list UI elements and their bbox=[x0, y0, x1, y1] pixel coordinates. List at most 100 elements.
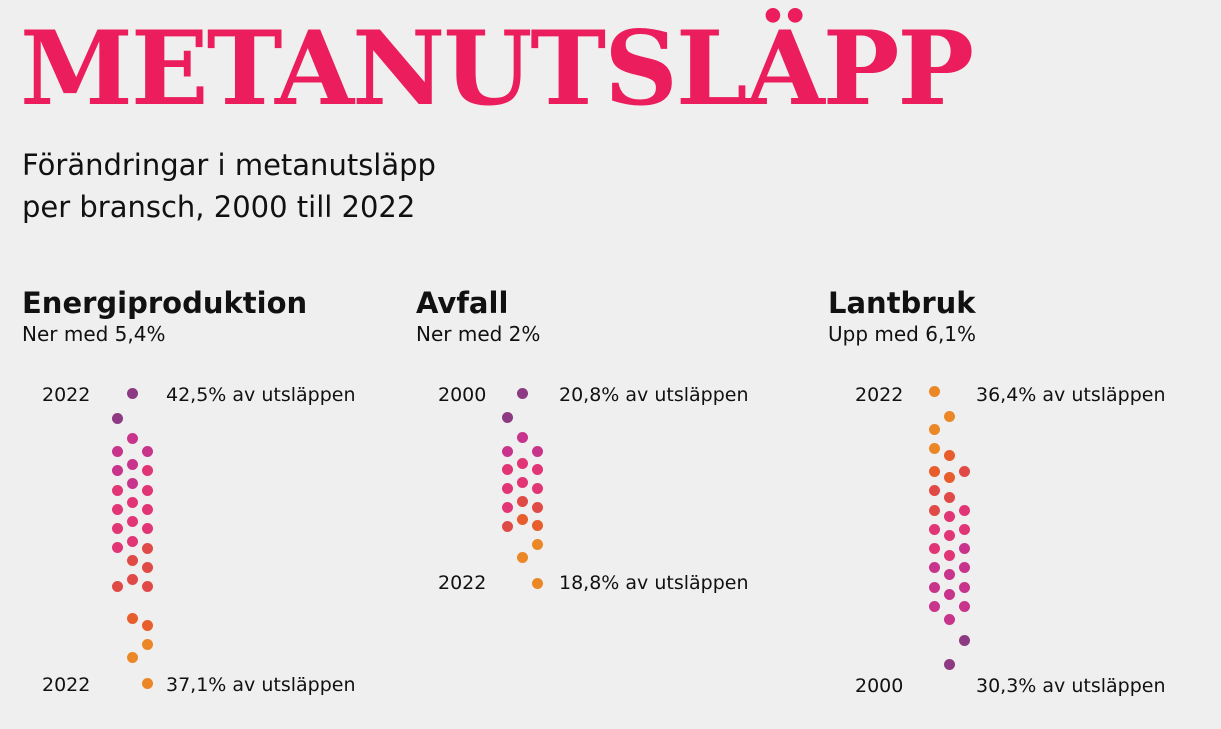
stream-dot bbox=[126, 515, 138, 527]
stream-dot bbox=[516, 513, 528, 525]
stream-dot bbox=[111, 580, 123, 592]
stream-dot bbox=[928, 423, 940, 435]
year-label-bottom: 2000 bbox=[855, 675, 904, 697]
year-label-top: 2000 bbox=[438, 384, 487, 406]
stream-dot bbox=[141, 619, 153, 631]
stream-dot bbox=[531, 538, 543, 550]
page-title: METANUTSLÄPP bbox=[20, 9, 974, 129]
stream-dot bbox=[958, 634, 970, 646]
stream-dot bbox=[928, 465, 940, 477]
stream-dot bbox=[126, 612, 138, 624]
stream-dot bbox=[531, 577, 543, 589]
stream-dot bbox=[111, 445, 123, 457]
stream-dot bbox=[928, 542, 940, 554]
stream-dot bbox=[141, 542, 153, 554]
stream-dot bbox=[531, 519, 543, 531]
stream-dot bbox=[928, 581, 940, 593]
stream-dot bbox=[111, 503, 123, 515]
stream-dot bbox=[531, 463, 543, 475]
panel-change: Upp med 6,1% bbox=[828, 322, 977, 346]
year-label-top: 2022 bbox=[855, 384, 904, 406]
stream-dot bbox=[928, 523, 940, 535]
stream-dot bbox=[516, 387, 528, 399]
stream-dot bbox=[958, 561, 970, 573]
share-label-bottom: 30,3% av utsläppen bbox=[976, 675, 1166, 697]
share-label-bottom: 18,8% av utsläppen bbox=[559, 572, 749, 594]
stream-dot bbox=[141, 445, 153, 457]
stream-dot bbox=[501, 411, 513, 423]
stream-dot bbox=[141, 561, 153, 573]
stream-dot bbox=[111, 464, 123, 476]
stream-dot bbox=[928, 504, 940, 516]
stream-dot bbox=[531, 445, 543, 457]
stream-dot bbox=[126, 387, 138, 399]
year-label-bottom: 2022 bbox=[438, 572, 487, 594]
stream-dot bbox=[141, 464, 153, 476]
stream-dot bbox=[141, 522, 153, 534]
stream-dot bbox=[928, 442, 940, 454]
stream-dot bbox=[501, 463, 513, 475]
year-label-top: 2022 bbox=[42, 384, 91, 406]
stream-dot bbox=[516, 431, 528, 443]
panel-change: Ner med 5,4% bbox=[22, 322, 166, 346]
stream-dot bbox=[126, 554, 138, 566]
stream-dot bbox=[928, 561, 940, 573]
stream-dot bbox=[141, 677, 153, 689]
panel-change: Ner med 2% bbox=[416, 322, 541, 346]
stream-dot bbox=[928, 600, 940, 612]
stream-dot bbox=[943, 613, 955, 625]
stream-dot bbox=[126, 496, 138, 508]
stream-dot bbox=[501, 520, 513, 532]
stream-dot bbox=[111, 412, 123, 424]
stream-dot bbox=[141, 638, 153, 650]
stream-dot bbox=[516, 495, 528, 507]
stream-dot bbox=[516, 551, 528, 563]
panel-title: Lantbruk bbox=[828, 286, 976, 320]
stream-dot bbox=[928, 385, 940, 397]
stream-dot bbox=[943, 410, 955, 422]
stream-dot bbox=[943, 658, 955, 670]
stream-dot bbox=[126, 573, 138, 585]
stream-dot bbox=[531, 482, 543, 494]
page-subtitle: Förändringar i metanutsläpp per bransch,… bbox=[22, 144, 642, 228]
stream-dot bbox=[126, 651, 138, 663]
stream-dot bbox=[501, 501, 513, 513]
stream-dot bbox=[501, 445, 513, 457]
stream-dot bbox=[516, 476, 528, 488]
panel-energiproduktion: Energiproduktion Ner med 5,4% bbox=[22, 282, 307, 346]
stream-dot bbox=[126, 432, 138, 444]
stream-dot bbox=[141, 503, 153, 515]
share-label-top: 42,5% av utsläppen bbox=[166, 384, 356, 406]
stream-dot bbox=[943, 529, 955, 541]
subtitle-line-2: per bransch, 2000 till 2022 bbox=[22, 190, 416, 224]
stream-dot bbox=[958, 581, 970, 593]
stream-dot bbox=[111, 522, 123, 534]
stream-dot bbox=[943, 510, 955, 522]
panel-title: Energiproduktion bbox=[22, 286, 308, 320]
stream-dot bbox=[126, 477, 138, 489]
stream-dot bbox=[111, 484, 123, 496]
stream-dot bbox=[531, 501, 543, 513]
stream-dot bbox=[943, 471, 955, 483]
share-label-bottom: 37,1% av utsläppen bbox=[166, 674, 356, 696]
stream-dot bbox=[943, 549, 955, 561]
stream-dot bbox=[928, 484, 940, 496]
stream-dot bbox=[958, 600, 970, 612]
stream-dot bbox=[943, 588, 955, 600]
stream-dot bbox=[958, 504, 970, 516]
stream-dot bbox=[943, 449, 955, 461]
panel-avfall: Avfall Ner med 2% bbox=[416, 282, 540, 346]
stream-dot bbox=[943, 491, 955, 503]
panel-lantbruk: Lantbruk Upp med 6,1% bbox=[828, 282, 976, 346]
share-label-top: 36,4% av utsläppen bbox=[976, 384, 1166, 406]
stream-dot bbox=[141, 484, 153, 496]
stream-dot bbox=[126, 535, 138, 547]
stream-dot bbox=[958, 542, 970, 554]
stream-dot bbox=[958, 523, 970, 535]
panel-title: Avfall bbox=[416, 286, 509, 320]
stream-dot bbox=[958, 465, 970, 477]
stream-dot bbox=[126, 458, 138, 470]
stream-dot bbox=[943, 568, 955, 580]
stream-dot bbox=[501, 482, 513, 494]
share-label-top: 20,8% av utsläppen bbox=[559, 384, 749, 406]
